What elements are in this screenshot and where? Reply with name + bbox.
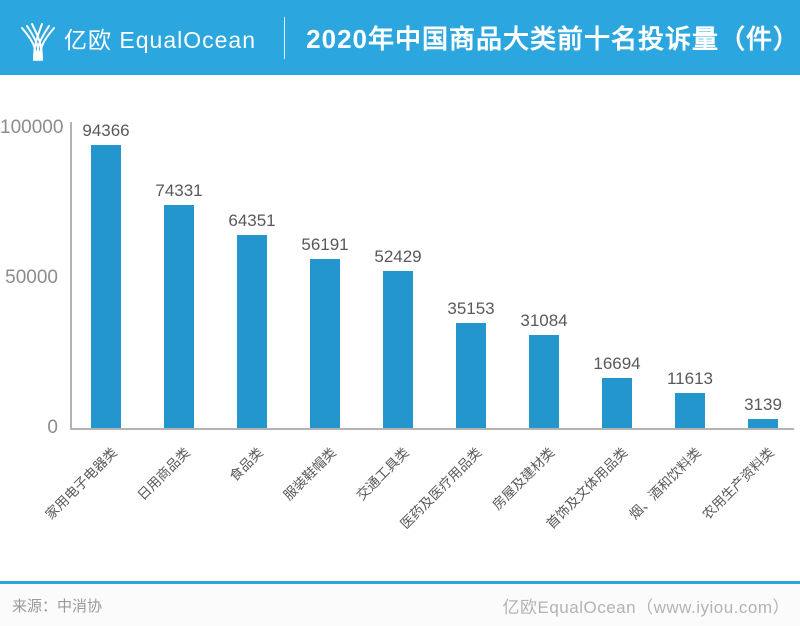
category-label: 农用生产资料类	[699, 444, 777, 523]
bar-value-label: 11613	[666, 369, 713, 388]
category-label: 交通工具类	[353, 444, 412, 504]
y-tick-label: 100000	[0, 117, 64, 138]
bar-chart: 0 50000 100000 94366 家用电子电器类 74331 日用商品类 64351 食…	[0, 117, 794, 532]
chart-title: 2020年中国商品大类前十名投诉量（件）	[306, 24, 800, 54]
header-banner: 亿欧 EqualOcean 2020年中国商品大类前十名投诉量（件）	[0, 0, 800, 75]
category-label: 家用电子电器类	[42, 444, 120, 523]
bar-value-label: 52429	[374, 247, 422, 266]
footer-accent-line	[0, 581, 800, 584]
y-axis-line	[70, 122, 72, 429]
bar-value-label: 35153	[447, 299, 495, 318]
bar	[91, 145, 121, 428]
category-label: 日用商品类	[134, 444, 193, 504]
footer-brand: 亿欧EqualOcean（www.iyiou.com）	[502, 597, 790, 617]
y-tick-label: 0	[47, 417, 58, 438]
bar-value-label: 64351	[228, 211, 276, 230]
bar	[529, 335, 559, 428]
bar-value-label: 16694	[593, 354, 641, 373]
logo-wordmark: 亿欧 EqualOcean	[64, 26, 256, 53]
bar-value-label: 3139	[744, 395, 782, 414]
y-tick-label: 50000	[5, 267, 58, 288]
bar	[237, 235, 267, 428]
bar-value-label: 56191	[301, 235, 349, 254]
category-label: 烟、酒和饮料类	[626, 444, 704, 523]
bar-value-label: 74331	[155, 181, 203, 200]
x-axis-line	[70, 428, 794, 430]
logo: 亿欧 EqualOcean	[18, 13, 256, 63]
bar	[383, 271, 413, 428]
bar-value-label: 94366	[82, 121, 130, 140]
bar	[748, 419, 778, 428]
bar	[310, 259, 340, 428]
footer: 来源：中消协 亿欧EqualOcean（www.iyiou.com）	[0, 584, 800, 626]
yiou-logo-icon	[21, 22, 55, 61]
bar	[675, 393, 705, 428]
bar	[164, 205, 194, 428]
bar-value-label: 31084	[520, 311, 568, 330]
source-note: 来源：中消协	[12, 597, 103, 615]
category-label: 服装鞋帽类	[280, 444, 339, 504]
bar	[602, 378, 632, 428]
category-label: 食品类	[226, 444, 266, 485]
category-label: 房屋及建材类	[489, 444, 558, 513]
bar	[456, 323, 486, 428]
